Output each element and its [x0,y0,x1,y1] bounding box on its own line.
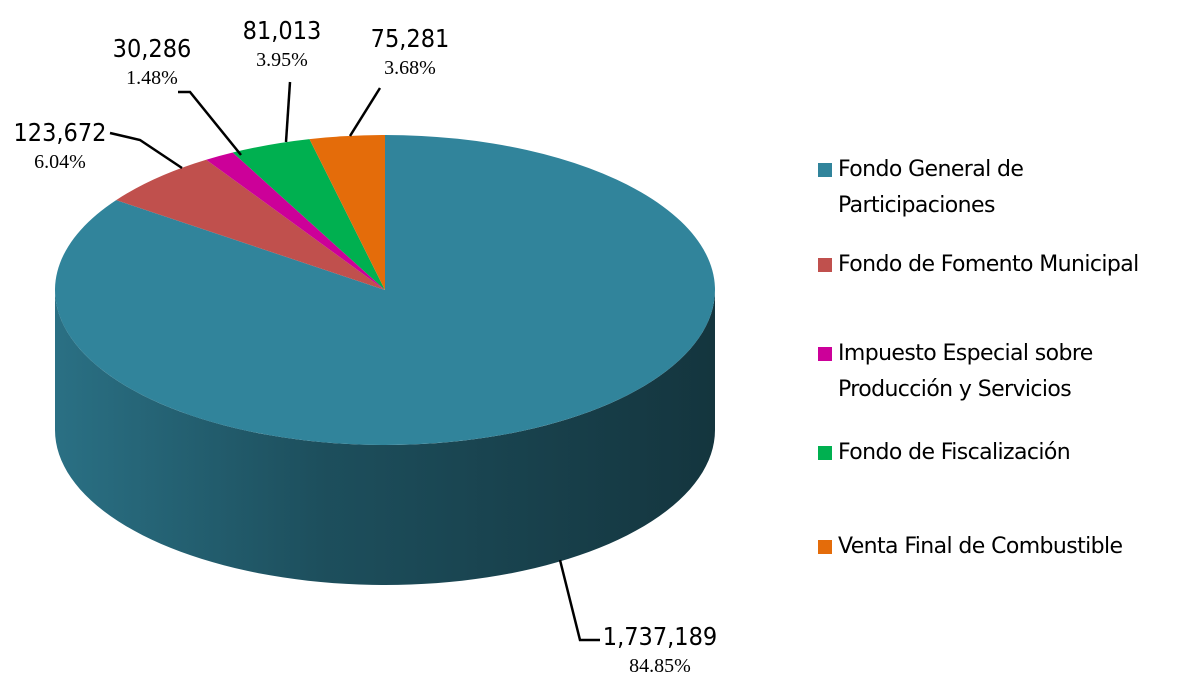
legend-item: Venta Final de Combustible [818,529,1123,565]
legend-swatch [818,258,832,272]
legend-swatch [818,446,832,460]
legend-label: Fondo General de Participaciones [838,157,1024,218]
value-label: 1,737,189 [603,622,717,651]
chart: 1,737,189 84.85% 123,672 6.04% 30,286 1.48% 81… [14,16,718,677]
percent-label: 3.68% [384,57,436,79]
leader-line [348,87,382,137]
percent-label: 3.95% [256,49,308,71]
percent-label: 84.85% [629,655,691,677]
slice [206,152,385,290]
value-label: 75,281 [371,24,450,53]
slice [54,135,715,445]
percent-label: 6.04% [34,151,86,173]
value-label: 81,013 [243,16,322,45]
legend-swatch [818,540,832,554]
slice-side [55,290,715,585]
legend-label: Impuesto Especial sobre Producción y Ser… [838,341,1093,402]
legend-label: Venta Final de Combustible [838,534,1123,559]
legend-label: Fondo de Fiscalización [838,440,1071,465]
legend-label: Fondo de Fomento Municipal [838,252,1139,277]
legend-item: Fondo de Fomento Municipal [818,247,1139,283]
value-label: 30,286 [113,34,192,63]
slice [232,139,385,290]
legend-item: Impuesto Especial sobre Producción y Ser… [818,336,1138,408]
slice [309,135,385,290]
legend-swatch [818,347,832,361]
legend-item: Fondo General de Participaciones [818,152,1068,224]
percent-label: 1.48% [126,67,178,89]
leader-line [558,559,600,642]
leader-line [178,90,242,156]
slice [116,159,385,290]
leader-line [284,81,292,143]
legend-swatch [818,163,832,177]
value-label: 123,672 [14,118,107,147]
leader-line [109,131,183,170]
legend-item: Fondo de Fiscalización [818,435,1071,471]
